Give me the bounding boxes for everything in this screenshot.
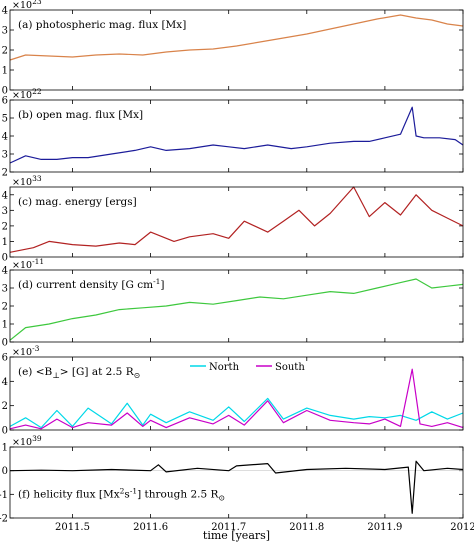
series-line-1 [9, 278, 464, 341]
panel-title: (d) current density [G cm-1] [18, 277, 164, 291]
y-tick-label: 0 [2, 338, 8, 349]
title-text: ] [160, 279, 164, 291]
axis-exponent: ×1039 [12, 434, 42, 448]
exponent-base: ×10 [12, 437, 32, 448]
series-line-1 [9, 460, 464, 514]
panel-4: 0 1 2 3 4 ×10-11 (d) current density [G cm-1] [2, 257, 464, 349]
x-tick-label: 2011.9 [367, 522, 402, 533]
plot-frame [9, 356, 464, 431]
x-tick-label: 2011.7 [211, 522, 246, 533]
y-tick-label: 4 [2, 132, 8, 143]
exponent-power: 39 [32, 434, 42, 443]
title-superscript: 2 [120, 486, 125, 495]
x-tick-label: 2011.8 [289, 522, 324, 533]
x-tick-label: 2011.6 [133, 522, 168, 533]
exponent-base: ×10 [12, 177, 32, 188]
y-tick-label: 0 [2, 466, 8, 477]
title-superscript: -1 [153, 277, 160, 286]
panel-title: (c) mag. energy [ergs] [18, 196, 137, 208]
panel-6: -2-101×1039(f) helicity flux [Mx2s-1] th… [0, 434, 474, 533]
series-line-1 [9, 14, 464, 61]
axis-exponent: ×10-11 [12, 257, 44, 271]
exponent-base: ×10 [12, 260, 32, 271]
panel-title: (b) open mag. flux [Mx] [18, 109, 143, 121]
x-tick-label: 2011.5 [55, 522, 90, 533]
series-line-south [9, 368, 464, 430]
title-text: (d) current density [G cm [18, 279, 153, 291]
plot-frame [9, 186, 464, 258]
exponent-base: ×10 [12, 347, 32, 358]
y-tick-label: 5 [2, 114, 8, 125]
y-tick-label: 6 [2, 96, 8, 107]
title-text: (a) photospheric mag. flux [Mx] [18, 19, 186, 31]
panel-title: (a) photospheric mag. flux [Mx] [18, 19, 186, 31]
y-tick-label: 3 [2, 150, 8, 161]
panel-5: 0 2 4 6 ×10-3 (e) <B⊥> [G] at 2.5 R⊙ North Sout… [2, 344, 464, 437]
exponent-power: -11 [32, 257, 44, 266]
axis-exponent: ×10-3 [12, 344, 40, 358]
y-tick-label: 2 [2, 46, 8, 57]
y-tick-label: 1 [2, 443, 8, 454]
y-tick-label: 6 [2, 353, 8, 364]
plot-frame [9, 99, 464, 173]
panel-title: (f) helicity flux [Mx2s-1] through 2.5 R… [18, 486, 225, 502]
axis-exponent: ×1022 [12, 87, 42, 101]
title-text: s [124, 488, 129, 500]
y-tick-label: 3 [2, 284, 8, 295]
axis-exponent: ×1033 [12, 174, 42, 188]
y-tick-label: 4 [2, 377, 8, 388]
title-subscript: ⊙ [134, 371, 141, 380]
series-line-1 [9, 186, 464, 253]
y-tick-label: 2 [2, 168, 8, 179]
exponent-power: -3 [32, 344, 40, 353]
plot-frame [9, 269, 464, 343]
title-text: > [G] at 2.5 R [60, 366, 135, 378]
title-subscript: ⊥ [52, 371, 60, 380]
y-tick-label: -2 [0, 514, 8, 525]
y-tick-label: 0 [2, 253, 8, 264]
y-tick-label: 1 [2, 320, 8, 331]
y-tick-label: -1 [0, 490, 8, 501]
title-text: (e) <B [18, 366, 53, 378]
y-tick-label: 2 [2, 221, 8, 232]
axis-exponent: ×1023 [12, 0, 42, 11]
series-line-north [9, 397, 464, 429]
panel-title: (e) <B⊥> [G] at 2.5 R⊙ [18, 366, 140, 380]
exponent-power: 23 [32, 0, 42, 6]
y-tick-label: 0 [2, 86, 8, 97]
title-subscript: ⊙ [218, 493, 225, 502]
y-tick-label: 4 [2, 6, 8, 17]
y-tick-label: 1 [2, 66, 8, 77]
plot-frame [9, 9, 464, 91]
plot-frame [9, 446, 464, 519]
series-line-1 [9, 106, 464, 164]
y-tick-label: 4 [2, 266, 8, 277]
title-text: (b) open mag. flux [Mx] [18, 109, 143, 121]
title-text: ] through 2.5 R [137, 488, 219, 500]
exponent-base: ×10 [12, 0, 32, 11]
y-tick-label: 4 [2, 190, 8, 201]
title-superscript: -1 [130, 486, 137, 495]
exponent-base: ×10 [12, 90, 32, 101]
legend-label: North [209, 362, 240, 373]
x-axis-label: time [years] [203, 529, 270, 542]
y-tick-label: 0 [2, 426, 8, 437]
y-tick-label: 3 [2, 26, 8, 37]
title-text: (c) mag. energy [ergs] [18, 196, 137, 208]
y-tick-label: 1 [2, 237, 8, 248]
x-tick-label: 2012 [450, 522, 474, 533]
panel-2: 2 3 4 5 6 ×1022 (b) open mag. flux [Mx] [2, 87, 464, 179]
exponent-power: 22 [32, 87, 42, 96]
panel-3: 0 1 2 3 4 ×1033 (c) mag. energy [ergs] [2, 174, 464, 264]
y-tick-label: 2 [2, 401, 8, 412]
y-tick-label: 3 [2, 206, 8, 217]
exponent-power: 33 [32, 174, 42, 183]
title-text: (f) helicity flux [Mx [18, 488, 120, 500]
y-tick-label: 2 [2, 302, 8, 313]
legend-label: South [275, 362, 305, 373]
